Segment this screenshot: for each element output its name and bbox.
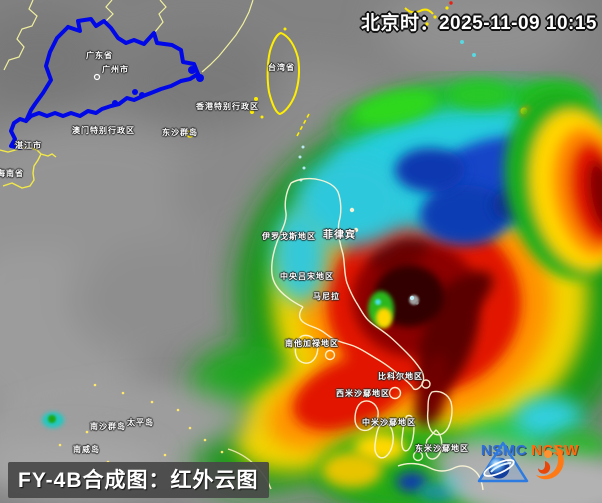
masbate	[388, 386, 402, 400]
mindanao-north-coast	[397, 462, 484, 491]
ncsw-logo: NCSW	[531, 441, 579, 480]
guangzhou-marker	[93, 73, 101, 81]
ncsw-swirl-icon	[536, 444, 564, 480]
nsmc-triangle-globe-icon	[477, 441, 529, 483]
bicol-peninsula	[355, 301, 425, 391]
city-markers	[93, 73, 194, 138]
caption-bar: FY-4B合成图：红外云图	[8, 462, 269, 498]
nsmc-logo: NSMC	[477, 441, 531, 483]
typhoon-eye	[409, 295, 419, 305]
cebu	[401, 414, 415, 452]
guangdong-border-blobs	[112, 66, 204, 106]
leyte	[424, 429, 443, 460]
east-red-band	[504, 90, 602, 280]
timestamp: 北京时：2025-11-09 10:15	[360, 13, 597, 34]
panay	[354, 400, 379, 432]
bohol	[412, 450, 424, 462]
dongsha-marker	[186, 130, 194, 138]
reef-speckles	[58, 383, 224, 472]
top-speckles	[404, 1, 476, 57]
luzon-east-coast	[290, 177, 357, 303]
hainan-coastline	[0, 146, 57, 189]
nsmc-logo-text: NSMC	[481, 442, 527, 459]
mindoro	[294, 334, 319, 364]
province-border-lines	[3, 0, 254, 73]
negros	[374, 422, 394, 459]
philippines-coastline	[227, 177, 484, 491]
luzon-south-coast	[298, 306, 414, 389]
guangdong-border	[9, 17, 200, 150]
luzon-west-coast	[271, 182, 304, 308]
marinduque	[324, 349, 336, 361]
caption-text: FY-4B合成图：红外云图	[18, 469, 259, 492]
ncsw-logo-text: NCSW	[531, 442, 579, 459]
